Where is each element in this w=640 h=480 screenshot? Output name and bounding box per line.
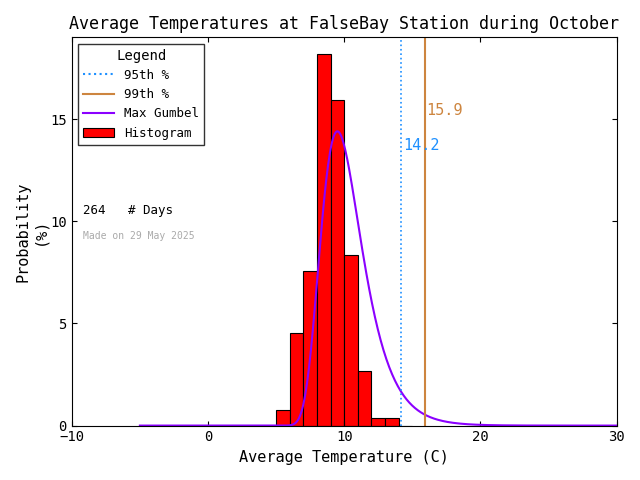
Legend: 95th %, 99th %, Max Gumbel, Histogram: 95th %, 99th %, Max Gumbel, Histogram [78,44,204,144]
Max Gumbel [366,291,374,297]
Bar [290,333,303,426]
Text: 15.9: 15.9 [427,103,463,118]
Y-axis label: Probability
(%): Probability (%) [15,181,47,282]
Max Gumbel [602,423,610,429]
X-axis label: Average Temperature (C): Average Temperature (C) [239,450,449,465]
Bar [303,271,317,426]
Bar [371,418,385,426]
Bar [385,418,399,426]
Bar [276,410,290,426]
Text: Made on 29 May 2025: Made on 29 May 2025 [83,231,195,241]
Max Gumbel [334,129,342,134]
Max Gumbel [395,385,403,391]
Text: 264   # Days: 264 # Days [83,204,173,217]
Max Gumbel [364,276,371,281]
Max Gumbel [612,423,620,429]
Max Gumbel [136,423,144,429]
Max Gumbel [528,423,536,429]
Text: 14.2: 14.2 [403,138,440,153]
Title: Average Temperatures at FalseBay Station during October: Average Temperatures at FalseBay Station… [69,15,620,33]
Max Gumbel [420,412,428,418]
Bar [344,255,358,426]
Bar [317,54,331,426]
Bar [331,100,344,426]
Bar [358,372,371,426]
Line: Max Gumbel: Max Gumbel [140,132,616,426]
